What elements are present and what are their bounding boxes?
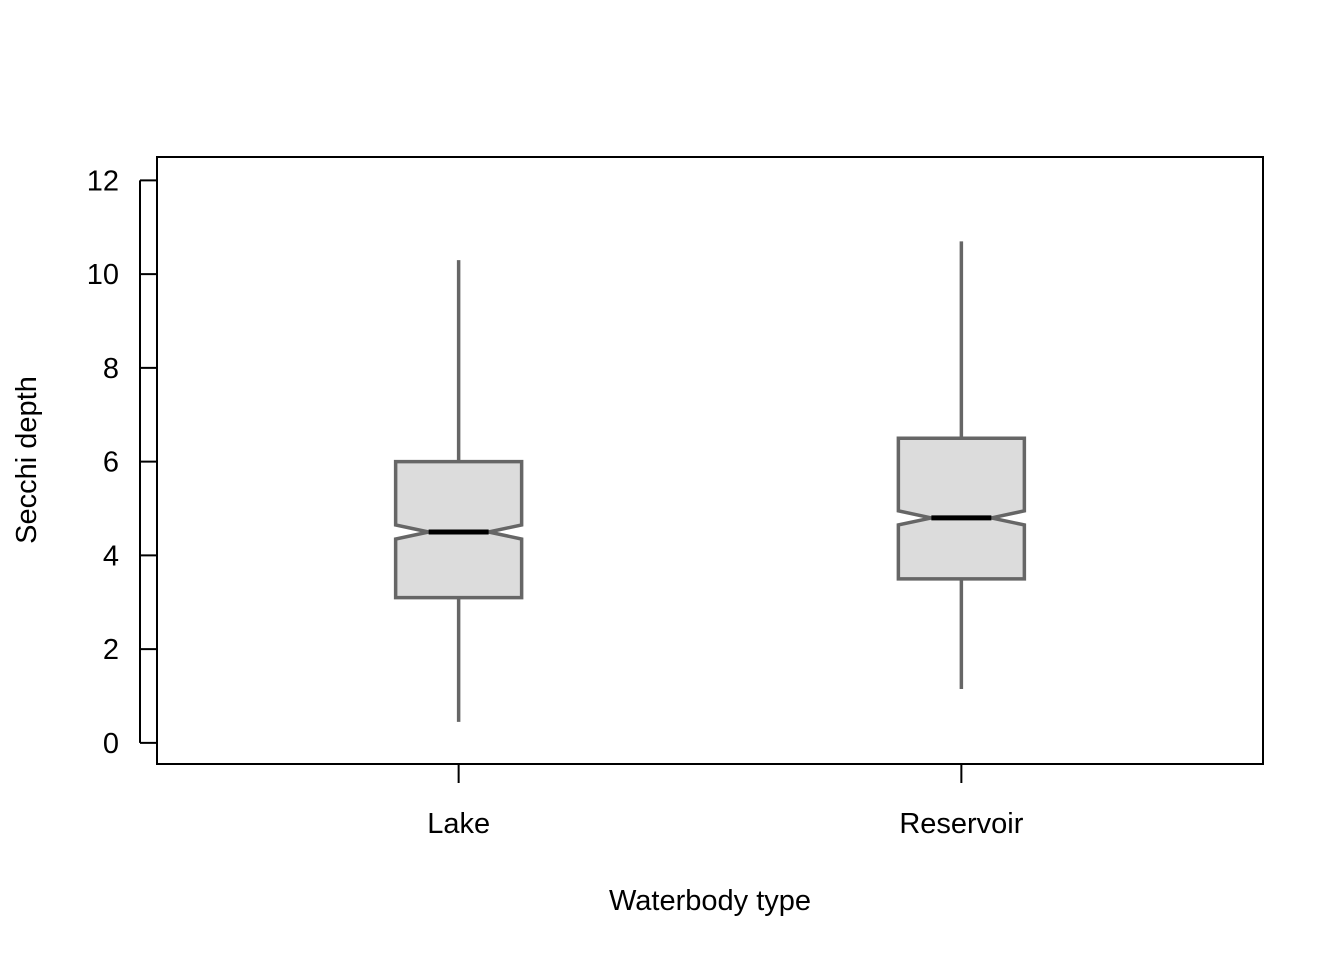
y-tick-label: 6: [103, 447, 119, 479]
y-axis-title: Secchi depth: [11, 376, 43, 544]
y-tick-label: 8: [103, 353, 119, 385]
y-tick-label: 10: [87, 259, 119, 291]
x-tick-label: Lake: [427, 808, 490, 840]
y-axis: 0 2 4 6 8 10 12: [87, 165, 157, 760]
x-axis: Lake Reservoir: [427, 764, 1024, 840]
box-series: [393, 241, 1027, 722]
y-tick-label: 4: [103, 540, 119, 572]
y-tick-label: 2: [103, 634, 119, 666]
y-tick-label: 12: [87, 165, 119, 197]
x-axis-title: Waterbody type: [609, 885, 811, 917]
y-tick-label: 0: [103, 728, 119, 760]
x-tick-label: Reservoir: [899, 808, 1023, 840]
plot-frame: [156, 156, 1264, 765]
box-body: [896, 436, 1027, 581]
